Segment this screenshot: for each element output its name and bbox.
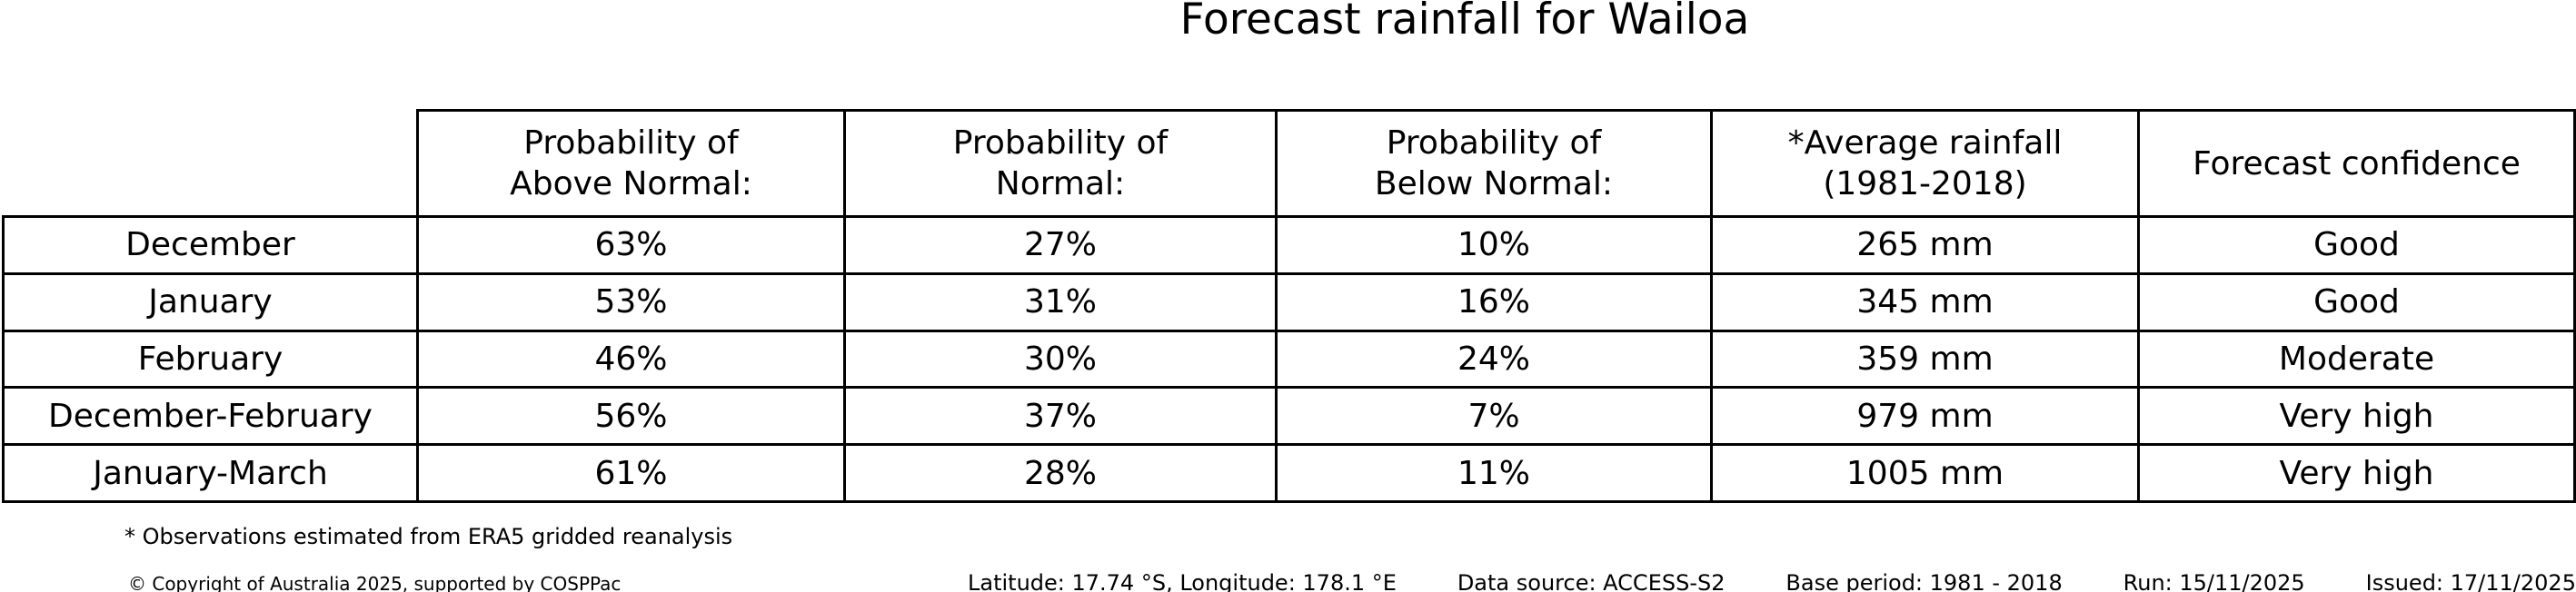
- column-header-forecast-confidence: Forecast confidence: [2137, 109, 2576, 218]
- footnote: * Observations estimated from ERA5 gridd…: [124, 524, 733, 549]
- header-row: Probability of Above Normal: Probability…: [3, 109, 2576, 218]
- row-label: February: [2, 329, 419, 390]
- table-cell-average-rainfall: 345 mm: [1710, 271, 2140, 332]
- table-row-january-march: January-March 61% 28% 11% 1005 mm Very h…: [2, 443, 2576, 503]
- row-label: January-March: [2, 443, 419, 503]
- table-cell-confidence: Good: [2137, 271, 2576, 332]
- table-cell-average-rainfall: 1005 mm: [1710, 443, 2140, 503]
- table-cell-confidence: Moderate: [2137, 329, 2576, 390]
- table-row-february: February 46% 30% 24% 359 mm Moderate: [2, 329, 2576, 390]
- table-cell-average-rainfall: 979 mm: [1710, 386, 2140, 447]
- column-header-normal: Probability of Normal:: [843, 109, 1278, 218]
- row-label: January: [2, 271, 419, 332]
- copyright-text: © Copyright of Australia 2025, supported…: [128, 573, 622, 592]
- table-cell-normal: 37%: [843, 386, 1278, 447]
- table-cell-below-normal: 24%: [1275, 329, 1713, 390]
- forecast-table: Probability of Above Normal: Probability…: [2, 109, 2576, 503]
- table-row-january: January 53% 31% 16% 345 mm Good: [2, 271, 2576, 332]
- table-cell-below-normal: 11%: [1275, 443, 1713, 503]
- table-cell-above-normal: 63%: [416, 215, 846, 275]
- column-header-average-rainfall: *Average rainfall (1981-2018): [1710, 109, 2140, 218]
- run-date: Run: 15/11/2025: [2123, 570, 2305, 592]
- table-cell-normal: 27%: [843, 215, 1278, 275]
- table-cell-below-normal: 7%: [1275, 386, 1713, 447]
- row-label: December-February: [2, 386, 419, 447]
- table-cell-confidence: Very high: [2137, 443, 2576, 503]
- table-cell-average-rainfall: 265 mm: [1710, 215, 2140, 275]
- table-cell-above-normal: 61%: [416, 443, 846, 503]
- table-cell-confidence: Good: [2137, 215, 2576, 275]
- table-cell-confidence: Very high: [2137, 386, 2576, 447]
- table-cell-below-normal: 10%: [1275, 215, 1713, 275]
- figure-title: Forecast rainfall for Wailoa: [1179, 0, 1750, 44]
- column-header-below-normal: Probability of Below Normal:: [1275, 109, 1713, 218]
- blank-corner-cell: [3, 110, 418, 217]
- row-label: December: [2, 215, 419, 275]
- data-source: Data source: ACCESS-S2: [1457, 570, 1726, 592]
- table-cell-below-normal: 16%: [1275, 271, 1713, 332]
- table-cell-average-rainfall: 359 mm: [1710, 329, 2140, 390]
- table-cell-normal: 31%: [843, 271, 1278, 332]
- latitude-longitude: Latitude: 17.74 °S, Longitude: 178.1 °E: [968, 570, 1397, 592]
- table-row-december: December 63% 27% 10% 265 mm Good: [2, 215, 2576, 275]
- table-cell-above-normal: 46%: [416, 329, 846, 390]
- issued-date: Issued: 17/11/2025: [2365, 570, 2576, 592]
- table-cell-normal: 28%: [843, 443, 1278, 503]
- footer-info-bar: Latitude: 17.74 °S, Longitude: 178.1 °E …: [968, 570, 2576, 592]
- table-cell-normal: 30%: [843, 329, 1278, 390]
- column-header-above-normal: Probability of Above Normal:: [416, 109, 846, 218]
- table-cell-above-normal: 53%: [416, 271, 846, 332]
- base-period: Base period: 1981 - 2018: [1785, 570, 2063, 592]
- table-row-december-february: December-February 56% 37% 7% 979 mm Very…: [2, 386, 2576, 447]
- table-cell-above-normal: 56%: [416, 386, 846, 447]
